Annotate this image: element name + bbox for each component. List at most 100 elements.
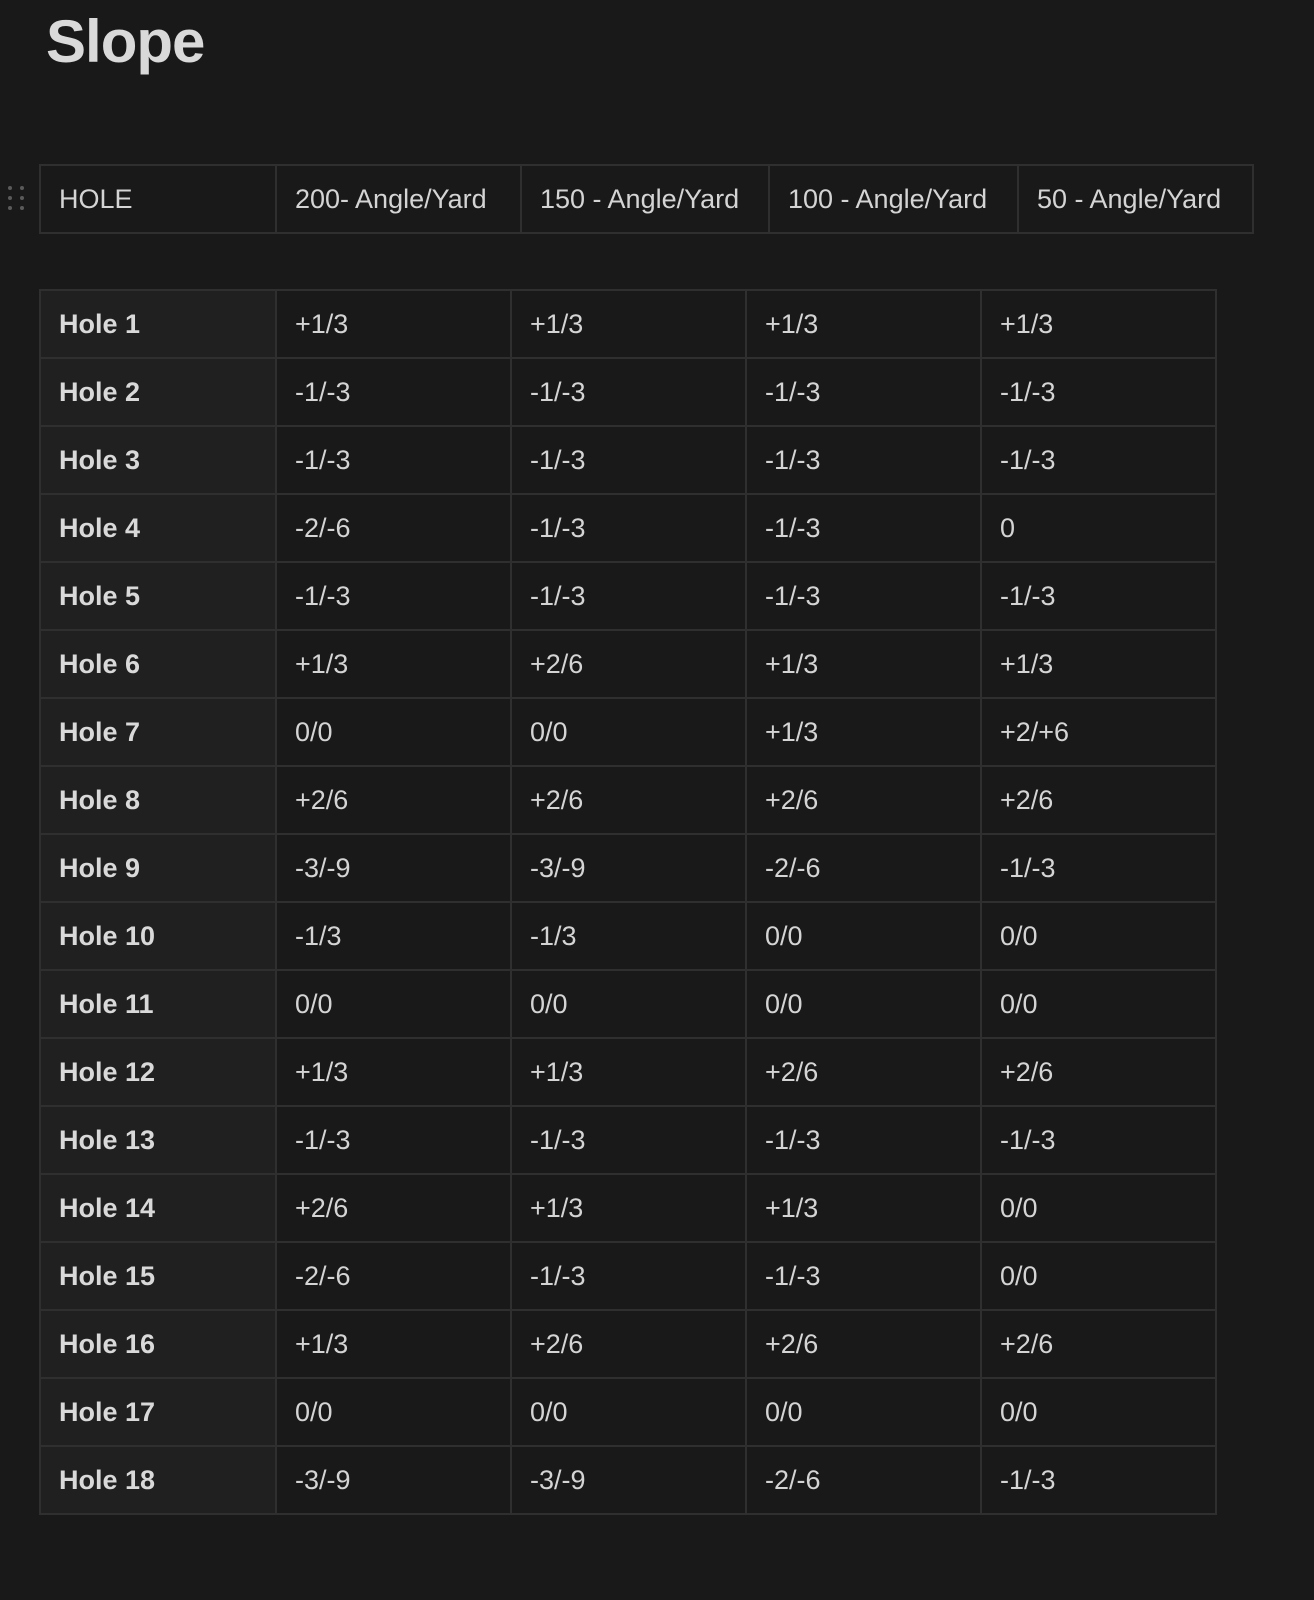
table-cell[interactable]: -1/-3	[511, 358, 746, 426]
header-cell-200[interactable]: 200- Angle/Yard	[276, 165, 521, 233]
table-cell[interactable]: +2/6	[981, 1038, 1216, 1106]
row-label-cell[interactable]: Hole 17	[40, 1378, 276, 1446]
row-label-cell[interactable]: Hole 4	[40, 494, 276, 562]
table-cell[interactable]: +2/6	[981, 766, 1216, 834]
table-cell[interactable]: 0/0	[511, 970, 746, 1038]
table-cell[interactable]: -1/-3	[746, 358, 981, 426]
row-label-cell[interactable]: Hole 5	[40, 562, 276, 630]
table-cell[interactable]: +1/3	[276, 1310, 511, 1378]
table-cell[interactable]: 0/0	[276, 1378, 511, 1446]
table-cell[interactable]: +2/6	[511, 630, 746, 698]
table-cell[interactable]: +1/3	[981, 290, 1216, 358]
table-cell[interactable]: +2/6	[511, 1310, 746, 1378]
table-row: Hole 7 0/0 0/0 +1/3 +2/+6	[40, 698, 1216, 766]
table-cell[interactable]: -1/-3	[511, 1106, 746, 1174]
table-cell[interactable]: -1/-3	[276, 426, 511, 494]
row-label-cell[interactable]: Hole 18	[40, 1446, 276, 1514]
table-cell[interactable]: +2/6	[746, 766, 981, 834]
row-label-cell[interactable]: Hole 12	[40, 1038, 276, 1106]
table-cell[interactable]: +1/3	[746, 290, 981, 358]
table-cell[interactable]: -3/-9	[511, 1446, 746, 1514]
drag-handle-icon[interactable]	[8, 186, 26, 216]
table-cell[interactable]: -2/-6	[276, 1242, 511, 1310]
row-label-cell[interactable]: Hole 9	[40, 834, 276, 902]
table-cell[interactable]: +1/3	[511, 1174, 746, 1242]
row-label-cell[interactable]: Hole 3	[40, 426, 276, 494]
table-cell[interactable]: +1/3	[511, 290, 746, 358]
table-cell[interactable]: +1/3	[511, 1038, 746, 1106]
slope-table: Hole 1 +1/3 +1/3 +1/3 +1/3 Hole 2 -1/-3 -1/-3 -1…	[39, 289, 1217, 1515]
table-cell[interactable]: -1/-3	[746, 1242, 981, 1310]
table-cell[interactable]: +1/3	[276, 630, 511, 698]
header-cell-100[interactable]: 100 - Angle/Yard	[769, 165, 1018, 233]
table-cell[interactable]: 0/0	[981, 1174, 1216, 1242]
table-cell[interactable]: +1/3	[276, 1038, 511, 1106]
table-cell[interactable]: -1/-3	[511, 494, 746, 562]
table-cell[interactable]: -3/-9	[276, 1446, 511, 1514]
table-cell[interactable]: 0/0	[511, 1378, 746, 1446]
table-row: Hole 10 -1/3 -1/3 0/0 0/0	[40, 902, 1216, 970]
table-cell[interactable]: 0/0	[981, 1242, 1216, 1310]
row-label-cell[interactable]: Hole 15	[40, 1242, 276, 1310]
table-row: Hole 16 +1/3 +2/6 +2/6 +2/6	[40, 1310, 1216, 1378]
row-label-cell[interactable]: Hole 10	[40, 902, 276, 970]
table-cell[interactable]: -2/-6	[746, 834, 981, 902]
header-cell-50[interactable]: 50 - Angle/Yard	[1018, 165, 1253, 233]
table-cell[interactable]: +1/3	[276, 290, 511, 358]
table-cell[interactable]: -1/-3	[276, 358, 511, 426]
table-cell[interactable]: 0/0	[981, 1378, 1216, 1446]
table-cell[interactable]: +2/+6	[981, 698, 1216, 766]
table-cell[interactable]: +2/6	[746, 1310, 981, 1378]
table-cell[interactable]: +1/3	[746, 1174, 981, 1242]
table-cell[interactable]: +2/6	[276, 766, 511, 834]
table-cell[interactable]: -1/-3	[276, 1106, 511, 1174]
table-cell[interactable]: 0/0	[511, 698, 746, 766]
table-cell[interactable]: -2/-6	[746, 1446, 981, 1514]
row-label-cell[interactable]: Hole 8	[40, 766, 276, 834]
table-cell[interactable]: +2/6	[746, 1038, 981, 1106]
row-label-cell[interactable]: Hole 6	[40, 630, 276, 698]
row-label-cell[interactable]: Hole 7	[40, 698, 276, 766]
table-cell[interactable]: +1/3	[746, 698, 981, 766]
table-cell[interactable]: -1/-3	[981, 562, 1216, 630]
table-cell[interactable]: +2/6	[276, 1174, 511, 1242]
table-cell[interactable]: -1/-3	[511, 1242, 746, 1310]
table-cell[interactable]: -1/-3	[746, 494, 981, 562]
table-cell[interactable]: +2/6	[981, 1310, 1216, 1378]
table-cell[interactable]: -1/-3	[746, 426, 981, 494]
table-cell[interactable]: +2/6	[511, 766, 746, 834]
table-cell[interactable]: -1/3	[511, 902, 746, 970]
row-label-cell[interactable]: Hole 11	[40, 970, 276, 1038]
table-cell[interactable]: -1/-3	[276, 562, 511, 630]
table-cell[interactable]: -3/-9	[511, 834, 746, 902]
table-cell[interactable]: 0/0	[276, 970, 511, 1038]
table-cell[interactable]: -1/3	[276, 902, 511, 970]
table-cell[interactable]: -1/-3	[981, 358, 1216, 426]
header-cell-hole[interactable]: HOLE	[40, 165, 276, 233]
table-cell[interactable]: -1/-3	[511, 426, 746, 494]
row-label-cell[interactable]: Hole 2	[40, 358, 276, 426]
table-cell[interactable]: 0/0	[746, 1378, 981, 1446]
table-cell[interactable]: -1/-3	[746, 562, 981, 630]
table-cell[interactable]: -1/-3	[511, 562, 746, 630]
table-cell[interactable]: -1/-3	[981, 834, 1216, 902]
table-cell[interactable]: 0	[981, 494, 1216, 562]
row-label-cell[interactable]: Hole 1	[40, 290, 276, 358]
table-cell[interactable]: -3/-9	[276, 834, 511, 902]
row-label-cell[interactable]: Hole 13	[40, 1106, 276, 1174]
row-label-cell[interactable]: Hole 14	[40, 1174, 276, 1242]
table-cell[interactable]: 0/0	[981, 902, 1216, 970]
table-cell[interactable]: -1/-3	[981, 426, 1216, 494]
table-cell[interactable]: -1/-3	[746, 1106, 981, 1174]
table-cell[interactable]: 0/0	[981, 970, 1216, 1038]
table-cell[interactable]: -1/-3	[981, 1106, 1216, 1174]
table-cell[interactable]: -2/-6	[276, 494, 511, 562]
table-cell[interactable]: 0/0	[276, 698, 511, 766]
row-label-cell[interactable]: Hole 16	[40, 1310, 276, 1378]
table-cell[interactable]: -1/-3	[981, 1446, 1216, 1514]
table-cell[interactable]: +1/3	[746, 630, 981, 698]
table-cell[interactable]: 0/0	[746, 902, 981, 970]
header-cell-150[interactable]: 150 - Angle/Yard	[521, 165, 769, 233]
table-cell[interactable]: +1/3	[981, 630, 1216, 698]
table-cell[interactable]: 0/0	[746, 970, 981, 1038]
